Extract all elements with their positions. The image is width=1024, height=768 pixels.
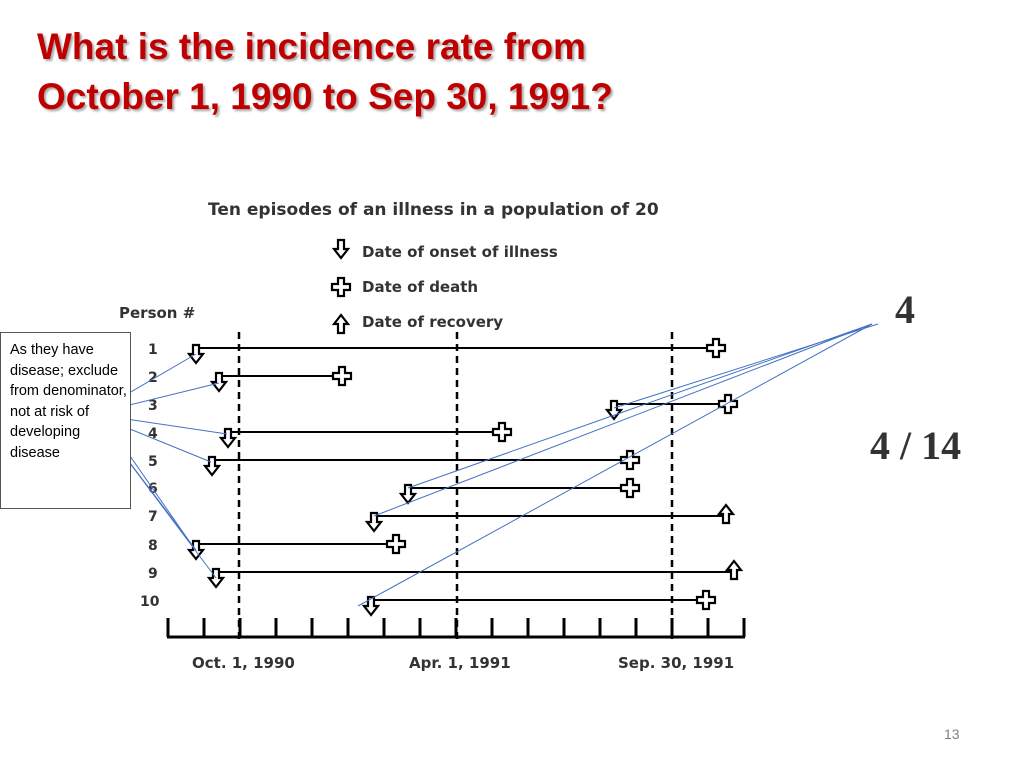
figure-title: Ten episodes of an illness in a populati…	[208, 200, 659, 220]
slide-title: What is the incidence rate from October …	[37, 22, 797, 122]
exclusion-note-box: As they have disease; exclude from denom…	[0, 332, 131, 509]
axis-label-oct-1-1990: Oct. 1, 1990	[192, 654, 295, 672]
death-cross-icon-3	[717, 393, 739, 415]
recovery-up-arrow-icon-7	[717, 503, 735, 525]
legend-down-arrow-icon	[332, 238, 350, 260]
person-label-2: 2	[148, 370, 158, 386]
new-cases-count: 4	[895, 287, 915, 332]
person-label-9: 9	[148, 566, 158, 582]
connector-line	[613, 323, 879, 409]
outcome-markers	[331, 337, 743, 611]
person-label-4: 4	[148, 426, 158, 442]
legend-death-label: Date of death	[362, 278, 478, 296]
person-label-1: 1	[148, 342, 158, 358]
connector-line	[357, 323, 873, 607]
death-cross-icon-8	[385, 533, 407, 555]
episode-lines	[196, 347, 734, 601]
answer-connector-lines	[357, 323, 879, 607]
legend-recovery-label: Date of recovery	[362, 313, 503, 331]
time-axis-labels: Oct. 1, 1990 Apr. 1, 1991 Sep. 30, 1991	[192, 654, 734, 672]
legend-cross-icon	[330, 276, 352, 298]
axis-label-sep-30-1991: Sep. 30, 1991	[618, 654, 734, 672]
incidence-rate-answer: 4 / 14	[870, 423, 962, 468]
connector-line	[407, 323, 873, 489]
slide-title-line-2: October 1, 1990 to Sep 30, 1991?	[37, 76, 613, 117]
time-axis	[166, 618, 746, 639]
slide-title-line-1: What is the incidence rate from	[37, 26, 586, 67]
death-cross-icon-1	[705, 337, 727, 359]
axis-label-apr-1-1991: Apr. 1, 1991	[409, 654, 511, 672]
figure-legend: Date of onset of illness Date of death D…	[330, 238, 558, 335]
reference-dashed-lines	[237, 332, 674, 640]
connector-line	[373, 323, 873, 517]
death-cross-icon-10	[695, 589, 717, 611]
legend-onset-label: Date of onset of illness	[362, 243, 558, 261]
legend-up-arrow-icon	[332, 313, 350, 335]
death-cross-icon-4	[491, 421, 513, 443]
person-label-5: 5	[148, 454, 158, 470]
person-label-8: 8	[148, 538, 158, 554]
page-number: 13	[944, 726, 960, 742]
death-cross-icon-6	[619, 477, 641, 499]
onset-markers	[187, 343, 623, 617]
recovery-up-arrow-icon-9	[725, 559, 743, 581]
person-header: Person #	[119, 304, 195, 322]
death-cross-icon-2	[331, 365, 353, 387]
person-label-3: 3	[148, 398, 158, 414]
person-number-labels: 1 2 3 4 5 6 7 8 9 10	[140, 342, 160, 610]
person-label-10: 10	[140, 594, 160, 610]
person-label-7: 7	[148, 509, 158, 525]
